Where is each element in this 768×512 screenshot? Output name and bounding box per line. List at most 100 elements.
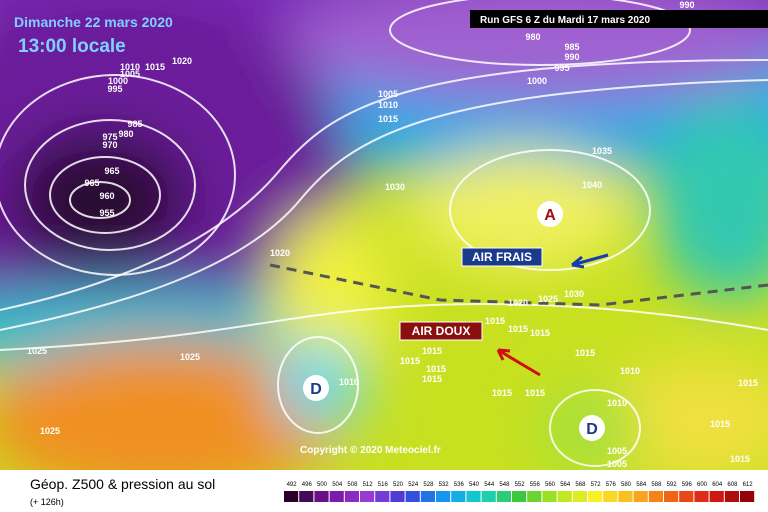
scale-label: 572 xyxy=(591,482,602,488)
scale-label: 548 xyxy=(499,482,510,488)
scale-swatch xyxy=(360,491,375,502)
isobar-label: 965 xyxy=(104,166,119,176)
scale-label: 500 xyxy=(317,482,328,488)
scale-label: 532 xyxy=(439,482,450,488)
isobar-label: 1015 xyxy=(378,114,398,124)
scale-label: 608 xyxy=(727,482,738,488)
low-letter: D xyxy=(310,381,322,398)
scale-label: 588 xyxy=(651,482,662,488)
scale-swatch xyxy=(633,491,648,502)
isobar-label: 1015 xyxy=(710,419,730,429)
scale-label: 544 xyxy=(484,482,495,488)
isobar-label: 985 xyxy=(564,42,579,52)
scale-swatch xyxy=(588,491,603,502)
air-doux-box xyxy=(399,321,483,341)
footer-lead: (+ 126h) xyxy=(30,497,64,507)
isobar-label: 1015 xyxy=(508,324,528,334)
air-frais-box xyxy=(461,247,543,267)
isobar-label: 1005 xyxy=(120,69,140,79)
isobar-label: 960 xyxy=(99,191,114,201)
air-doux-label: AIR DOUX xyxy=(412,324,471,338)
scale-label: 584 xyxy=(636,482,647,488)
isobar-label: 1015 xyxy=(730,454,750,464)
scale-label: 492 xyxy=(287,482,298,488)
air-frais-label: AIR FRAIS xyxy=(472,250,532,264)
warm-arrow xyxy=(496,348,541,377)
scale-swatch xyxy=(496,491,511,502)
scale-swatch xyxy=(618,491,633,502)
isobar-label: 1000 xyxy=(108,76,128,86)
scale-label: 520 xyxy=(393,482,404,488)
scale-swatch xyxy=(664,491,679,502)
scale-swatch xyxy=(299,491,314,502)
scale-swatch xyxy=(390,491,405,502)
isobar-label: 1040 xyxy=(582,180,602,190)
isobar-label: 990 xyxy=(679,0,694,10)
scale-swatch xyxy=(405,491,420,502)
isobar-label: 1010 xyxy=(339,377,359,387)
scale-label: 524 xyxy=(408,482,419,488)
isobar-label: 1010 xyxy=(620,366,640,376)
scale-label: 580 xyxy=(621,482,632,488)
scale-label: 592 xyxy=(667,482,678,488)
isobar-label: 1020 xyxy=(172,56,192,66)
low-letter: D xyxy=(586,421,598,438)
scale-swatch xyxy=(527,491,542,502)
low-marker xyxy=(579,415,605,441)
scale-swatch xyxy=(679,491,694,502)
high-letter: A xyxy=(544,207,556,224)
isobar-label: 1015 xyxy=(738,378,758,388)
scale-label: 536 xyxy=(454,482,465,488)
scale-label: 512 xyxy=(363,482,374,488)
high-marker xyxy=(537,201,563,227)
isobars xyxy=(0,0,768,467)
scale-label: 576 xyxy=(606,482,617,488)
isobar-label: 1030 xyxy=(564,289,584,299)
copyright: Copyright © 2020 Meteociel.fr xyxy=(300,445,441,456)
isobar-label: 1005 xyxy=(607,446,627,456)
isobar-label: 965 xyxy=(84,178,99,188)
scale-swatch xyxy=(284,491,299,502)
isobar-label: 1005 xyxy=(607,459,627,469)
scale-swatch xyxy=(436,491,451,502)
scale-swatch xyxy=(648,491,663,502)
isobar-label: 1025 xyxy=(180,352,200,362)
scale-swatch xyxy=(481,491,496,502)
isobar-label: 1015 xyxy=(575,348,595,358)
scale-label: 556 xyxy=(530,482,541,488)
isobar-label: 1015 xyxy=(485,316,505,326)
scale-label: 600 xyxy=(697,482,708,488)
isobar-label: 980 xyxy=(525,32,540,42)
isobar-label: 980 xyxy=(118,129,133,139)
scale-swatch xyxy=(512,491,527,502)
scale-swatch xyxy=(557,491,572,502)
scale-label: 604 xyxy=(712,482,723,488)
scale-swatch xyxy=(344,491,359,502)
isobar-label: 985 xyxy=(127,119,142,129)
scale-swatch xyxy=(694,491,709,502)
scale-label: 612 xyxy=(743,482,754,488)
isobar-label: 995 xyxy=(554,63,569,73)
isobar-label: 1015 xyxy=(422,374,442,384)
date-title: Dimanche 22 mars 2020 xyxy=(14,14,173,30)
run-text: Run GFS 6 Z du Mardi 17 mars 2020 xyxy=(480,15,650,26)
cold-arrow xyxy=(571,253,609,269)
scale-label: 504 xyxy=(332,482,343,488)
front-line xyxy=(269,263,768,307)
isobar-label: 1030 xyxy=(385,182,405,192)
isobar-label: 1015 xyxy=(492,388,512,398)
isobar-label: 1015 xyxy=(530,328,550,338)
isobar-label: 1025 xyxy=(27,346,47,356)
isobar-label: 1025 xyxy=(538,294,558,304)
scale-swatch xyxy=(451,491,466,502)
footer-title: Géop. Z500 & pression au sol xyxy=(30,476,215,492)
scale-label: 516 xyxy=(378,482,389,488)
time-title: 13:00 locale xyxy=(18,36,126,57)
isobar-label: 955 xyxy=(99,208,114,218)
scale-label: 568 xyxy=(575,482,586,488)
scale-swatch xyxy=(466,491,481,502)
isobar-label: 1015 xyxy=(426,364,446,374)
isobar-label: 1020 xyxy=(270,248,290,258)
scale-swatch xyxy=(314,491,329,502)
scale-swatch xyxy=(603,491,618,502)
